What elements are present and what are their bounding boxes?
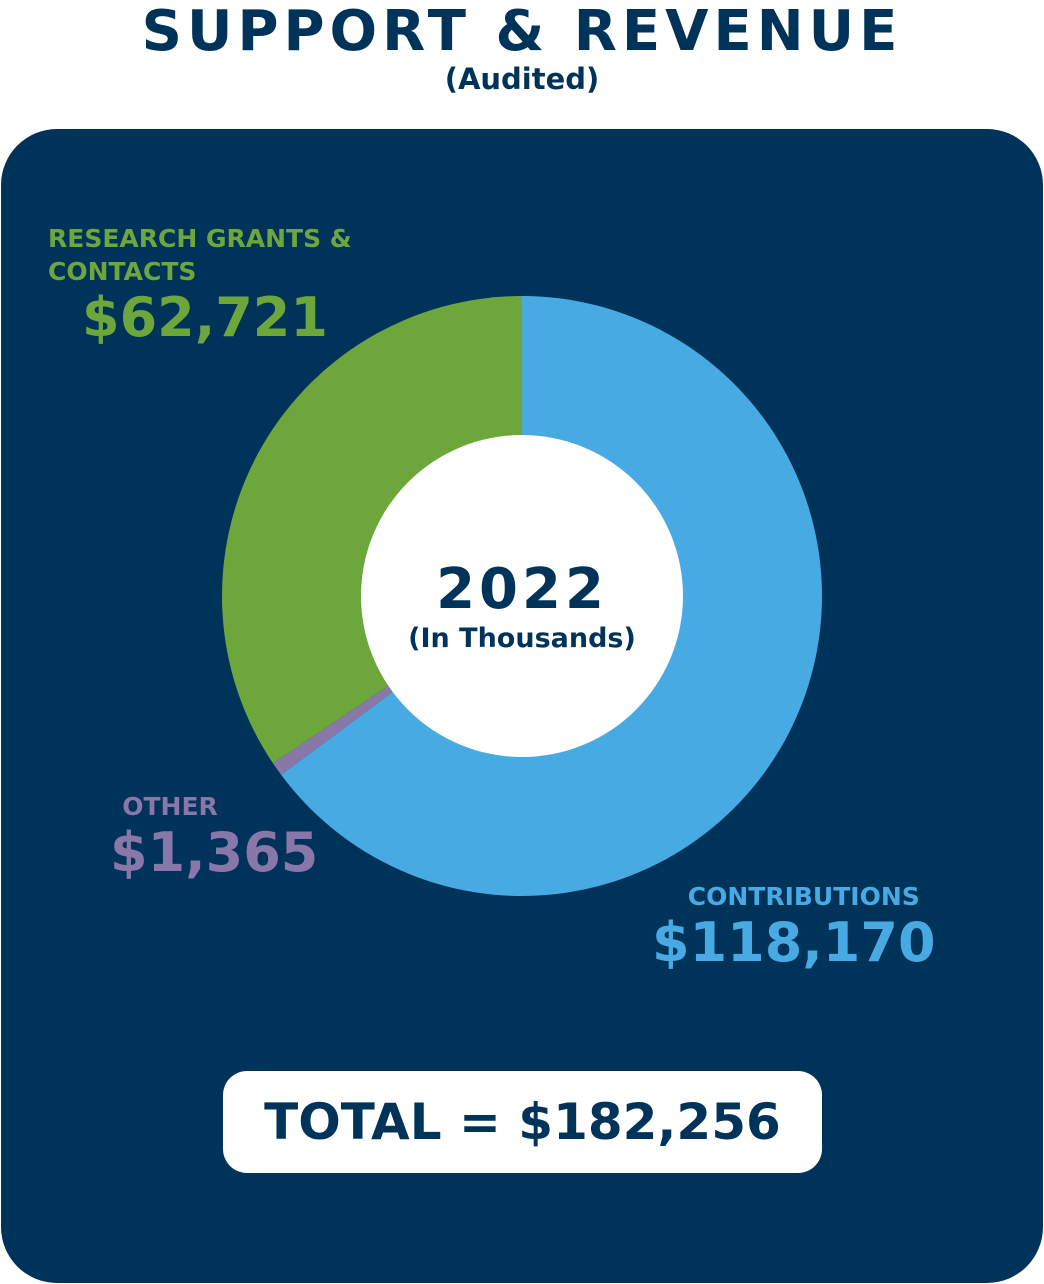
donut-hole [361, 435, 683, 757]
label-research-grants: RESEARCH GRANTS & CONTACTS $62,721 [48, 222, 388, 348]
chart-subtitle: (Audited) [444, 62, 600, 96]
research-grants-name: RESEARCH GRANTS & CONTACTS [48, 224, 352, 286]
contributions-value: $118,170 [652, 911, 936, 974]
center-unit-label: (In Thousands) [408, 623, 636, 654]
contributions-name: CONTRIBUTIONS [687, 882, 920, 911]
center-year-label: 2022 [436, 557, 608, 622]
research-grants-value: $62,721 [82, 286, 328, 349]
slice-research-grants [221, 296, 522, 764]
label-other: OTHER $1,365 [110, 790, 318, 883]
chart-title: SUPPORT & REVENUE [141, 0, 903, 64]
label-contributions: CONTRIBUTIONS $118,170 [652, 880, 936, 973]
total-badge: TOTAL = $182,256 [223, 1071, 822, 1173]
other-value: $1,365 [110, 821, 319, 884]
other-name: OTHER [122, 792, 218, 821]
